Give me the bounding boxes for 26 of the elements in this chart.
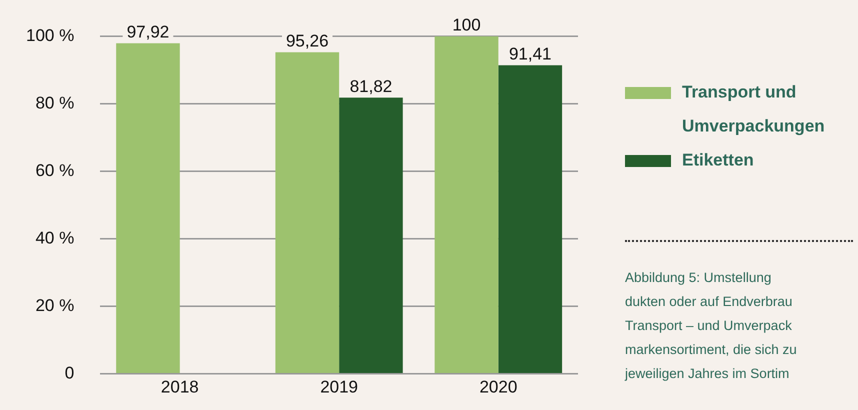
bar [434,36,498,374]
bar [116,43,180,374]
y-tick-label: 20 % [35,296,74,315]
y-tick-label: 40 % [35,228,74,248]
data-label: 95,26 [286,31,329,50]
data-label: 97,92 [126,22,170,42]
legend-label: Transport und Umverpackungen [682,82,825,136]
text: dukten oder auf Endverbrau [625,293,794,311]
legend-label: Etiketten [682,150,754,170]
y-tick-label: 100 % [26,26,74,45]
data-label: 91,41 [508,44,552,64]
data-label: 100 [452,15,481,34]
bar [498,65,562,374]
x-tick-label: 2019 [320,378,358,397]
text: Transport – und Umverpack [625,317,793,335]
data-label: 81,82 [350,76,392,96]
bar [275,52,340,374]
y-tick-label: 80 % [35,93,74,112]
x-tick-label: 2020 [479,378,518,397]
text: markensortiment, die sich zu [625,341,798,359]
y-tick-label: 0 [64,363,74,382]
text: Abbildung 5: Umstellung [625,269,772,287]
bar [339,98,403,374]
text: jeweiligen Jahres im Sortim [625,365,790,383]
x-tick-label: 2018 [160,378,199,397]
y-tick-label: 60 % [35,160,74,180]
